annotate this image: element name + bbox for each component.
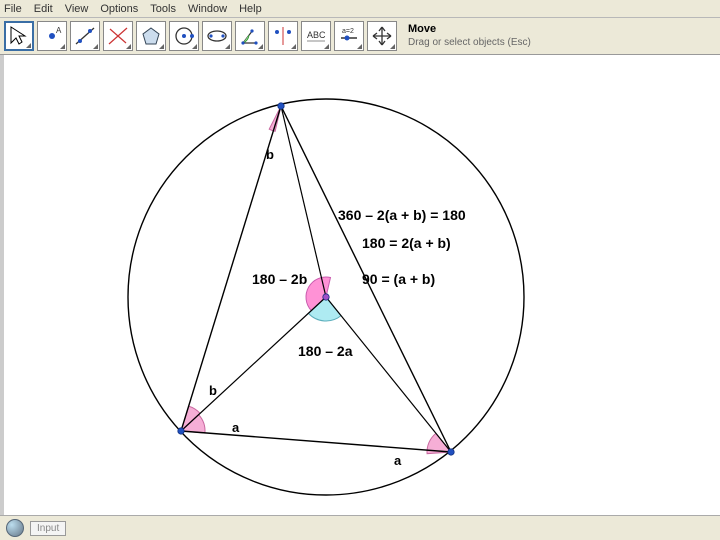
menu-window[interactable]: Window — [188, 3, 227, 15]
tool-polygon[interactable] — [136, 21, 166, 51]
toolbar: A ABC a=2 Move Drag or — [0, 18, 720, 55]
menu-view[interactable]: View — [65, 3, 89, 15]
tool-reflect[interactable] — [268, 21, 298, 51]
status-globe-icon[interactable] — [6, 519, 24, 537]
menu-options[interactable]: Options — [100, 3, 138, 15]
tool-perpendicular[interactable] — [103, 21, 133, 51]
tool-info: Move Drag or select objects (Esc) — [408, 23, 531, 48]
tool-text[interactable]: ABC — [301, 21, 331, 51]
label-eq2: 180 = 2(a + b) — [362, 235, 451, 251]
menu-bar: File Edit View Options Tools Window Help — [0, 0, 720, 18]
tool-slider[interactable]: a=2 — [334, 21, 364, 51]
menu-tools[interactable]: Tools — [150, 3, 176, 15]
status-input-button[interactable]: Input — [30, 521, 66, 536]
tool-move-view[interactable] — [367, 21, 397, 51]
label-eq1: 360 – 2(a + b) = 180 — [338, 207, 466, 223]
menu-file[interactable]: File — [4, 3, 22, 15]
tool-move[interactable] — [4, 21, 34, 51]
tool-point[interactable]: A — [37, 21, 67, 51]
tool-angle[interactable] — [235, 21, 265, 51]
label-180-2a: 180 – 2a — [298, 343, 353, 359]
label-b-top: b — [266, 147, 274, 162]
label-90-ab: 90 = (a + b) — [362, 271, 435, 287]
svg-text:ABC: ABC — [307, 30, 326, 40]
label-b-left: b — [209, 383, 217, 398]
svg-text:a=2: a=2 — [342, 28, 354, 35]
svg-text:A: A — [56, 26, 62, 35]
menu-help[interactable]: Help — [239, 3, 262, 15]
label-a-left: a — [232, 420, 239, 435]
tool-circle[interactable] — [169, 21, 199, 51]
label-a-right: a — [394, 453, 401, 468]
label-180-2b: 180 – 2b — [252, 271, 307, 287]
tool-line[interactable] — [70, 21, 100, 51]
menu-edit[interactable]: Edit — [34, 3, 53, 15]
tool-ellipse[interactable] — [202, 21, 232, 51]
tool-title: Move — [408, 23, 531, 36]
status-bar: Input — [0, 515, 720, 540]
canvas[interactable]: b b a a 360 – 2(a + b) = 180 180 = 2(a +… — [0, 55, 720, 515]
tool-desc: Drag or select objects (Esc) — [408, 37, 531, 49]
